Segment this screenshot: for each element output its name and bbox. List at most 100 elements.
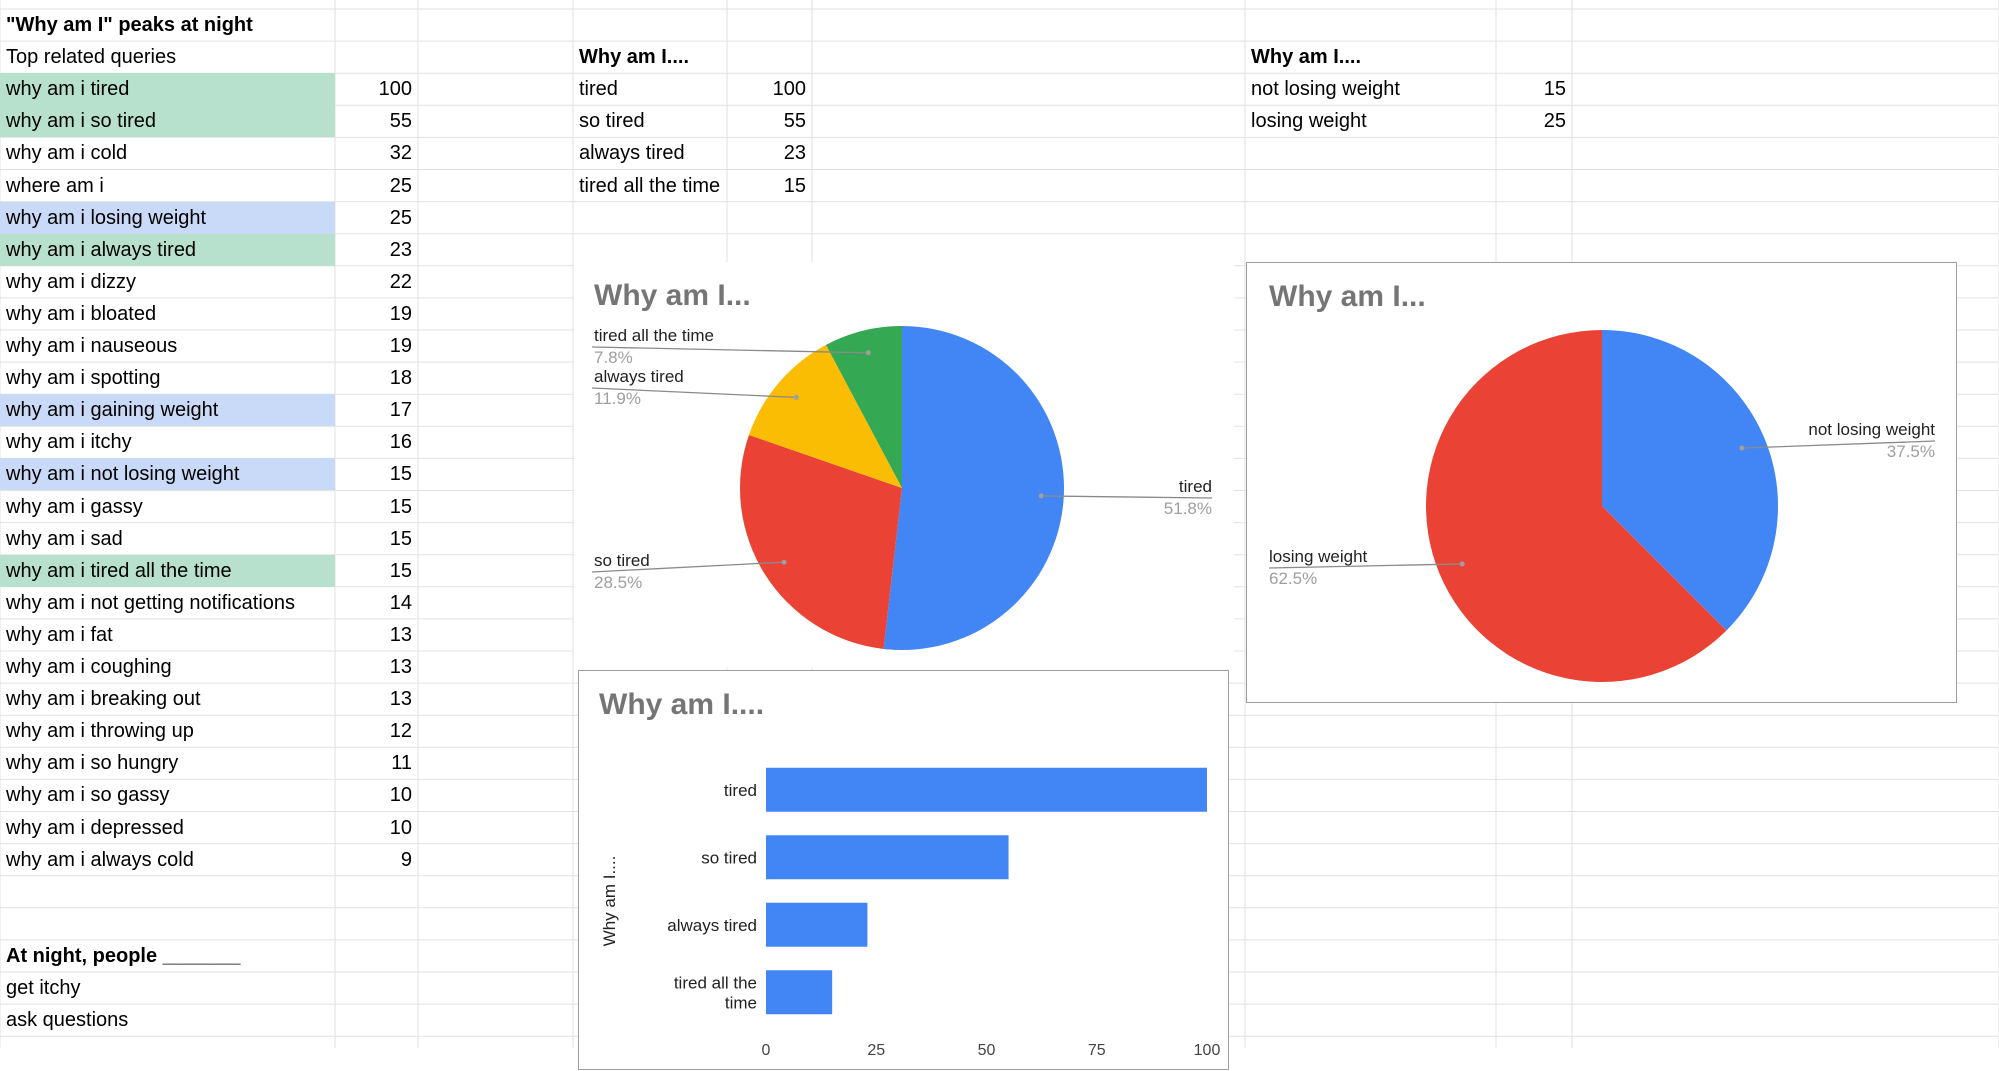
query-label-cell[interactable]: why am i depressed	[6, 816, 184, 839]
table2-value-cell[interactable]: 15	[783, 174, 806, 197]
query-label-cell[interactable]: why am i tired	[0, 73, 335, 106]
slice-label: losing weight	[1269, 547, 1368, 566]
pie-slice-losing-weight[interactable]	[1426, 330, 1727, 682]
query-value-cell[interactable]: 15	[389, 559, 412, 582]
night-item-cell[interactable]: ask questions	[6, 1009, 129, 1032]
x-tick-label: 25	[867, 1042, 885, 1059]
slice-leader-line	[1741, 440, 1936, 449]
query-value-cell[interactable]: 10	[389, 816, 412, 839]
chart-title: Why am I....	[599, 688, 765, 721]
bar-tired-all-the-time[interactable]	[766, 970, 833, 1015]
query-value-cell[interactable]: 15	[389, 527, 412, 550]
bar-so-tired[interactable]	[766, 835, 1009, 880]
query-value-cell[interactable]: 13	[389, 623, 412, 646]
queries-header-cell[interactable]: Top related queries	[6, 46, 177, 69]
query-value-cell[interactable]: 18	[389, 367, 412, 390]
query-label-cell[interactable]: why am i always cold	[6, 848, 194, 871]
slice-label: always tired	[594, 367, 684, 386]
slice-label: tired all the time	[594, 326, 714, 345]
query-label-cell[interactable]: why am i breaking out	[6, 688, 201, 711]
table3-header-cell[interactable]: Why am I....	[1251, 46, 1362, 69]
query-value-cell[interactable]: 11	[391, 752, 412, 775]
table3-value-cell[interactable]: 15	[1543, 78, 1566, 101]
query-value-cell[interactable]: 15	[389, 463, 412, 486]
slice-label: not losing weight	[1808, 420, 1935, 439]
table2-label-cell[interactable]: always tired	[579, 142, 685, 165]
pie-chart-weight[interactable]: Why am I... not losing weight 37.5% losing…	[1246, 262, 1957, 703]
query-value-cell[interactable]: 25	[389, 174, 412, 197]
table2-label-cell[interactable]: tired all the time	[579, 174, 721, 197]
query-value-cell[interactable]: 14	[389, 591, 412, 614]
table3-label-cell[interactable]: not losing weight	[1251, 78, 1400, 101]
query-value-cell[interactable]: 25	[389, 206, 412, 229]
query-value-cell[interactable]: 32	[389, 142, 412, 165]
query-value-cell[interactable]: 10	[389, 784, 412, 807]
query-label-cell[interactable]: why am i not getting notifications	[6, 591, 296, 614]
query-label-cell[interactable]: why am i always tired	[0, 233, 335, 266]
query-label-cell[interactable]: why am i nauseous	[6, 335, 178, 357]
query-label-cell[interactable]: why am i losing weight	[0, 201, 335, 234]
query-label-cell[interactable]: why am i coughing	[6, 656, 172, 678]
query-label-cell[interactable]: why am i tired all the time	[0, 554, 335, 587]
table2-label-cell[interactable]: tired	[579, 78, 618, 101]
query-label-cell[interactable]: why am i spotting	[6, 367, 161, 390]
slice-leader-line	[591, 561, 785, 573]
table3-label-cell[interactable]: losing weight	[1251, 110, 1367, 133]
query-value-cell[interactable]: 9	[400, 848, 412, 871]
query-value-cell[interactable]: 19	[389, 302, 412, 325]
query-label-cell[interactable]: why am i so gassy	[6, 784, 170, 807]
query-label-cell[interactable]: why am i fat	[6, 623, 113, 646]
query-label-cell[interactable]: why am i sad	[6, 527, 123, 550]
query-value-cell[interactable]: 15	[389, 495, 412, 518]
query-label-cell[interactable]: why am i bloated	[6, 302, 157, 325]
slice-leader-dot	[1739, 445, 1745, 451]
query-value-cell[interactable]: 17	[389, 399, 412, 422]
query-label-cell[interactable]: why am i gaining weight	[0, 394, 335, 427]
night-item-cell[interactable]: get itchy	[6, 977, 81, 999]
table2-header-cell[interactable]: Why am I....	[579, 46, 690, 69]
slice-leader-line	[591, 387, 797, 399]
query-value-cell[interactable]: 12	[389, 720, 412, 743]
slice-leader-dot	[865, 350, 871, 356]
pie-slice-tired[interactable]	[883, 326, 1064, 650]
query-label-cell[interactable]: where am i	[6, 174, 104, 197]
query-value-cell[interactable]: 16	[389, 431, 412, 454]
table2-value-cell[interactable]: 100	[772, 78, 806, 101]
query-value-cell[interactable]: 13	[389, 656, 412, 678]
pie-slice-not-losing-weight[interactable]	[1602, 330, 1778, 631]
query-label-cell[interactable]: why am i cold	[6, 142, 128, 165]
query-value-cell[interactable]: 13	[389, 688, 412, 711]
query-value-cell[interactable]: 19	[389, 335, 412, 357]
x-tick-label: 50	[978, 1042, 996, 1059]
query-label-cell[interactable]: why am i not losing weight	[0, 458, 335, 491]
query-label-cell[interactable]: why am i so tired	[0, 105, 335, 138]
slice-percent: 11.9%	[594, 389, 641, 408]
query-value-cell[interactable]: 23	[389, 238, 412, 261]
table2-value-cell[interactable]: 23	[783, 142, 806, 165]
bar-tired[interactable]	[766, 767, 1207, 812]
slice-leader-line	[591, 346, 869, 354]
pie-chart-why-am-i[interactable]: Why am I... tired 51.8% so tired 28.5% alway…	[574, 262, 1234, 667]
query-label-cell[interactable]: why am i gassy	[6, 495, 143, 518]
pie-slice-tired-all-the-time[interactable]	[825, 326, 902, 488]
query-value-cell[interactable]: 55	[389, 110, 412, 133]
slice-leader-dot	[781, 559, 787, 565]
slice-percent: 7.8%	[594, 348, 633, 367]
query-label-cell[interactable]: why am i dizzy	[6, 270, 137, 293]
table2-label-cell[interactable]: so tired	[579, 110, 645, 133]
slice-percent: 62.5%	[1269, 569, 1317, 588]
sheet-title-cell[interactable]: "Why am I" peaks at night	[6, 14, 253, 36]
bar-chart-why-am-i[interactable]: Why am I.... tired so tired always tired ti…	[578, 670, 1229, 1070]
query-label-cell[interactable]: why am i throwing up	[6, 720, 194, 743]
table3-value-cell[interactable]: 25	[1543, 110, 1566, 133]
night-header-cell[interactable]: At night, people _______	[6, 944, 241, 967]
query-label-cell[interactable]: why am i so hungry	[6, 752, 179, 775]
pie-slice-so-tired[interactable]	[740, 434, 902, 649]
pie-slice-always-tired[interactable]	[748, 344, 902, 488]
slice-leader-line	[1268, 563, 1463, 569]
table2-value-cell[interactable]: 55	[783, 110, 806, 133]
query-value-cell[interactable]: 100	[378, 78, 412, 101]
bar-always-tired[interactable]	[766, 902, 868, 947]
query-value-cell[interactable]: 22	[389, 270, 412, 293]
query-label-cell[interactable]: why am i itchy	[6, 431, 132, 454]
